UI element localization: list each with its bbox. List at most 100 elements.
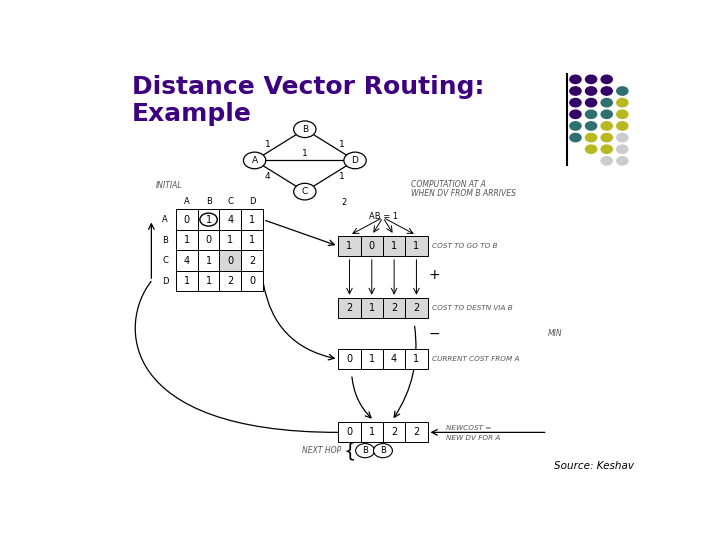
Text: NEXT HOP: NEXT HOP (302, 446, 341, 455)
Text: 2: 2 (249, 255, 255, 266)
Circle shape (617, 87, 628, 95)
Circle shape (617, 145, 628, 153)
Circle shape (570, 122, 581, 130)
Text: NEW DV FOR A: NEW DV FOR A (446, 435, 500, 441)
Circle shape (585, 122, 597, 130)
Text: Source: Keshav: Source: Keshav (554, 462, 634, 471)
FancyBboxPatch shape (383, 422, 405, 442)
FancyBboxPatch shape (220, 251, 241, 271)
Text: 2: 2 (346, 303, 353, 313)
Circle shape (585, 98, 597, 107)
Text: COST TO DESTN VIA B: COST TO DESTN VIA B (432, 306, 513, 312)
Text: 1: 1 (205, 214, 212, 225)
Text: Distance Vector Routing:: Distance Vector Routing: (132, 75, 485, 99)
Text: COMPUTATION AT A: COMPUTATION AT A (411, 180, 486, 190)
Circle shape (570, 75, 581, 84)
FancyBboxPatch shape (220, 271, 241, 292)
Text: 2: 2 (391, 303, 397, 313)
FancyBboxPatch shape (220, 230, 241, 251)
Text: C: C (302, 187, 308, 196)
Text: 2: 2 (413, 427, 420, 437)
Circle shape (344, 152, 366, 168)
FancyBboxPatch shape (338, 236, 361, 256)
Text: 1: 1 (346, 241, 353, 251)
Circle shape (585, 87, 597, 95)
Text: D: D (162, 276, 168, 286)
Text: 1: 1 (184, 235, 190, 245)
Circle shape (617, 122, 628, 130)
Circle shape (601, 157, 612, 165)
FancyBboxPatch shape (198, 210, 220, 230)
Text: 1: 1 (205, 255, 212, 266)
Text: B: B (206, 197, 212, 206)
FancyBboxPatch shape (220, 210, 241, 230)
FancyBboxPatch shape (241, 251, 263, 271)
FancyBboxPatch shape (241, 230, 263, 251)
Text: B: B (380, 446, 386, 455)
Text: 0: 0 (369, 241, 375, 251)
Circle shape (601, 133, 612, 141)
FancyBboxPatch shape (383, 299, 405, 319)
Text: 4: 4 (184, 255, 190, 266)
Text: A: A (251, 156, 258, 165)
FancyBboxPatch shape (405, 349, 428, 369)
Circle shape (294, 121, 316, 138)
Text: +: + (428, 268, 441, 282)
FancyBboxPatch shape (241, 210, 263, 230)
Circle shape (374, 443, 392, 458)
Circle shape (617, 157, 628, 165)
Text: B: B (362, 446, 368, 455)
Circle shape (570, 133, 581, 141)
Text: 1: 1 (369, 303, 375, 313)
Text: 1: 1 (369, 354, 375, 364)
Text: B: B (302, 125, 308, 134)
Circle shape (570, 98, 581, 107)
Circle shape (585, 110, 597, 118)
Text: 1: 1 (391, 241, 397, 251)
Text: 4: 4 (391, 354, 397, 364)
Circle shape (585, 133, 597, 141)
Text: Example: Example (132, 102, 252, 126)
Circle shape (601, 110, 612, 118)
Text: 1: 1 (339, 172, 345, 180)
Circle shape (570, 87, 581, 95)
Text: D: D (351, 156, 359, 165)
Text: 4: 4 (265, 172, 270, 180)
Text: {: { (344, 442, 356, 461)
FancyBboxPatch shape (198, 271, 220, 292)
Text: 2: 2 (228, 276, 233, 286)
FancyBboxPatch shape (383, 349, 405, 369)
Text: 4: 4 (228, 214, 233, 225)
Text: WHEN DV FROM B ARRIVES: WHEN DV FROM B ARRIVES (411, 189, 516, 198)
Circle shape (356, 443, 374, 458)
FancyBboxPatch shape (405, 236, 428, 256)
FancyBboxPatch shape (361, 422, 383, 442)
Circle shape (601, 98, 612, 107)
Text: 0: 0 (184, 214, 190, 225)
Text: 1: 1 (205, 276, 212, 286)
FancyBboxPatch shape (198, 251, 220, 271)
Text: 1: 1 (302, 149, 307, 158)
Text: 1: 1 (228, 235, 233, 245)
Text: 1: 1 (369, 427, 375, 437)
Circle shape (294, 183, 316, 200)
Circle shape (617, 133, 628, 141)
Text: MIN: MIN (547, 329, 562, 339)
Text: C: C (228, 197, 233, 206)
FancyBboxPatch shape (176, 210, 198, 230)
FancyBboxPatch shape (361, 299, 383, 319)
Text: B: B (162, 235, 168, 245)
Text: 1: 1 (249, 235, 255, 245)
Circle shape (601, 75, 612, 84)
Text: D: D (249, 197, 256, 206)
FancyBboxPatch shape (176, 271, 198, 292)
Text: 0: 0 (249, 276, 255, 286)
FancyBboxPatch shape (176, 251, 198, 271)
FancyBboxPatch shape (241, 271, 263, 292)
Circle shape (601, 145, 612, 153)
Text: 2: 2 (341, 198, 346, 207)
Text: 1: 1 (184, 276, 190, 286)
FancyBboxPatch shape (361, 349, 383, 369)
Text: COST TO GO TO B: COST TO GO TO B (432, 243, 498, 249)
Text: 1: 1 (413, 354, 420, 364)
